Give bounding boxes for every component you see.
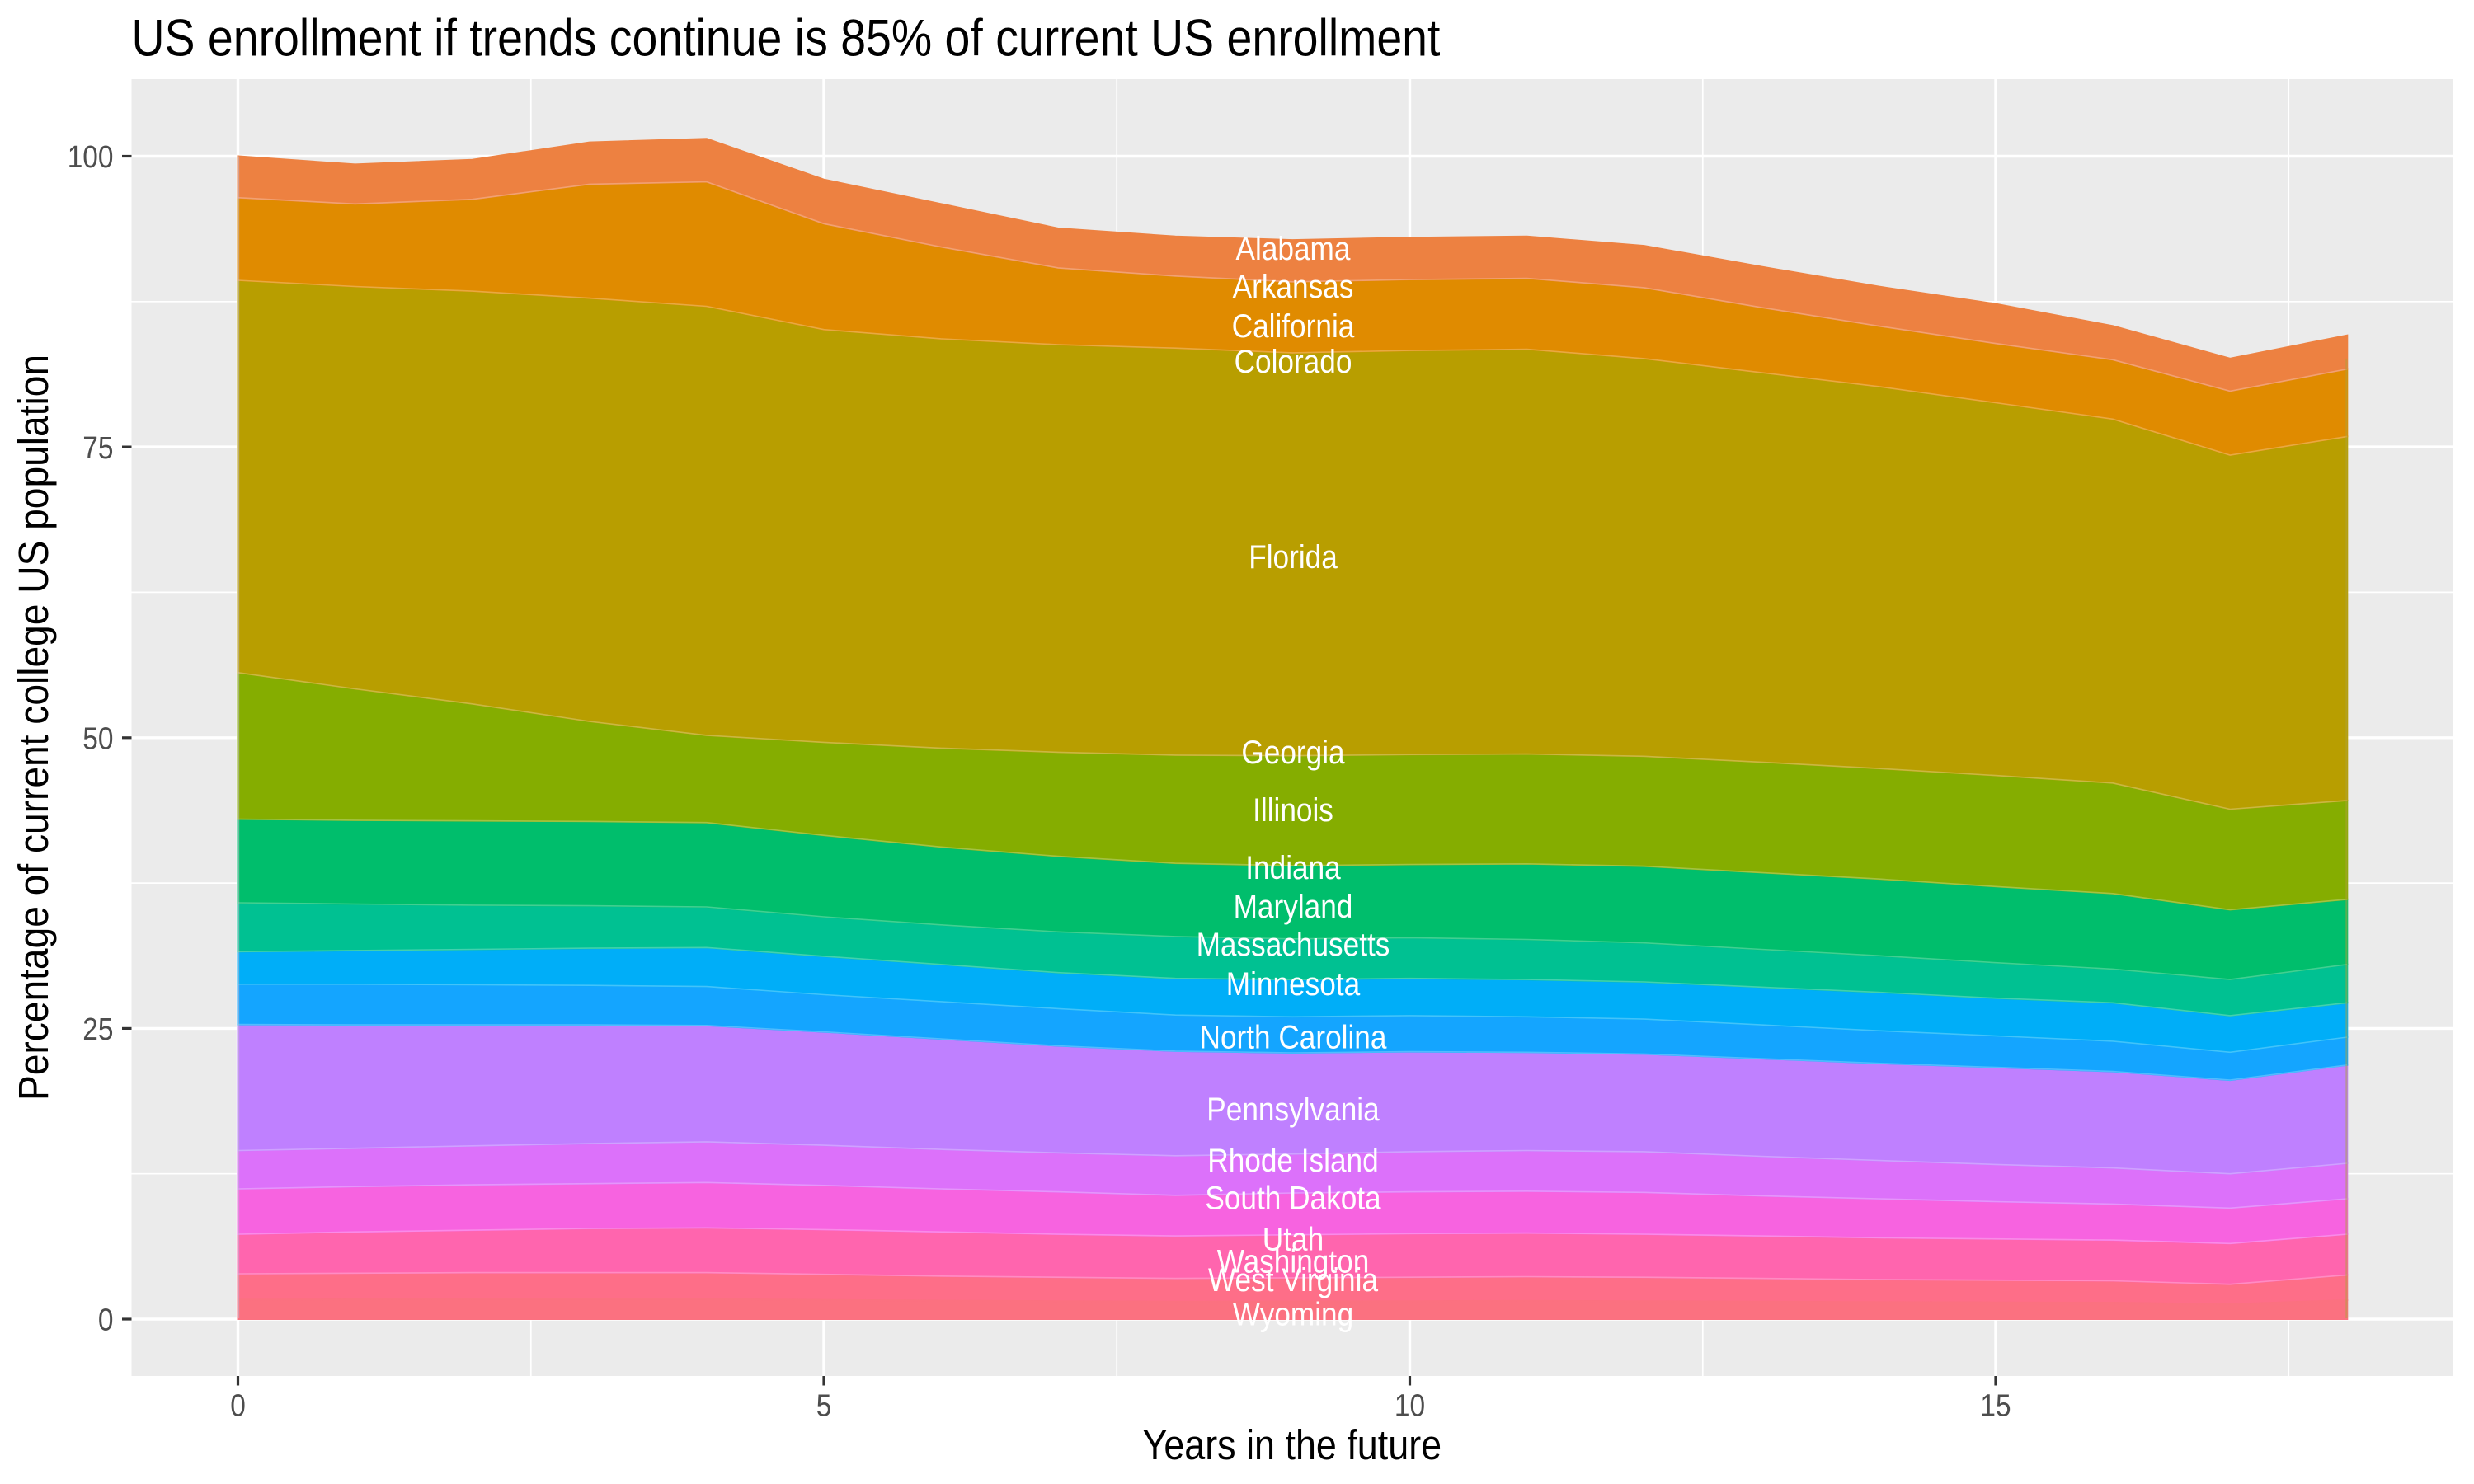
svg-text:Wyoming: Wyoming — [1233, 1296, 1353, 1332]
svg-text:California: California — [1232, 308, 1355, 345]
svg-text:Washington: Washington — [1217, 1243, 1370, 1280]
svg-text:75: 75 — [82, 431, 113, 466]
svg-text:100: 100 — [68, 140, 114, 175]
svg-text:Percentage of current college: Percentage of current college US populat… — [10, 355, 57, 1101]
svg-text:South Dakota: South Dakota — [1205, 1180, 1381, 1216]
svg-text:Massachusetts: Massachusetts — [1197, 927, 1390, 963]
svg-text:15: 15 — [1980, 1388, 2011, 1423]
svg-text:0: 0 — [230, 1388, 246, 1423]
svg-text:Indiana: Indiana — [1245, 850, 1341, 886]
svg-text:Utah: Utah — [1263, 1221, 1324, 1257]
svg-text:Alabama: Alabama — [1236, 231, 1352, 267]
svg-text:Years in the future: Years in the future — [1143, 1421, 1442, 1468]
svg-text:US enrollment if trends contin: US enrollment if trends continue is 85% … — [132, 10, 1441, 68]
svg-text:Maryland: Maryland — [1234, 889, 1353, 925]
svg-text:West Virginia: West Virginia — [1208, 1262, 1379, 1298]
svg-text:Rhode Island: Rhode Island — [1207, 1143, 1378, 1179]
svg-text:25: 25 — [82, 1012, 113, 1047]
svg-text:5: 5 — [816, 1388, 832, 1423]
svg-text:50: 50 — [82, 722, 113, 757]
svg-text:North Carolina: North Carolina — [1200, 1019, 1388, 1055]
svg-text:10: 10 — [1395, 1388, 1425, 1423]
svg-text:Minnesota: Minnesota — [1226, 966, 1361, 1003]
svg-text:Illinois: Illinois — [1253, 792, 1333, 829]
svg-text:Arkansas: Arkansas — [1233, 269, 1354, 305]
svg-text:Florida: Florida — [1249, 539, 1338, 575]
svg-text:Colorado: Colorado — [1235, 344, 1352, 380]
svg-text:Pennsylvania: Pennsylvania — [1206, 1092, 1380, 1128]
svg-text:0: 0 — [98, 1303, 114, 1338]
svg-text:Georgia: Georgia — [1241, 735, 1345, 771]
